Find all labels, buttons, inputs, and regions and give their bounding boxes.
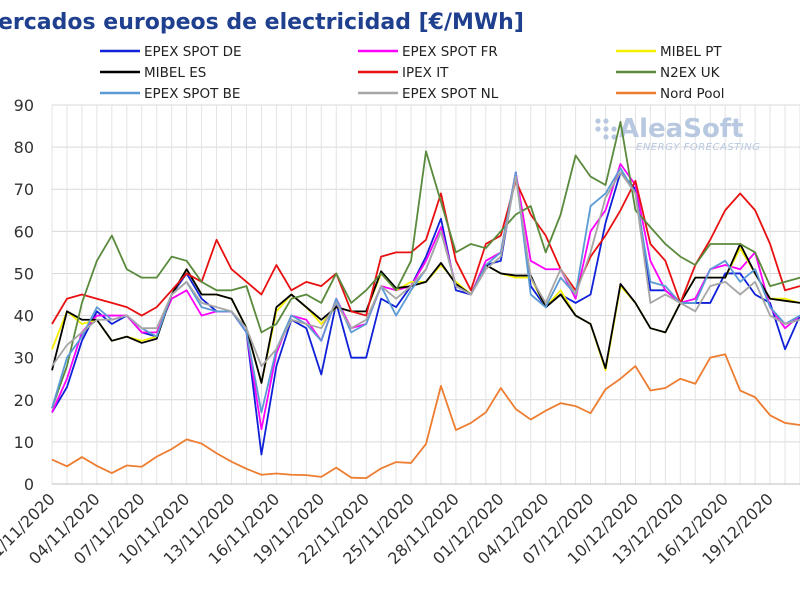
legend-label-epex-spot-nl: EPEX SPOT NL — [402, 86, 499, 102]
series-line-nord-pool — [51, 353, 800, 480]
series-line-ipex-it — [51, 179, 800, 325]
logo-dots-icon — [595, 118, 617, 140]
series-line-n2ex-uk — [51, 120, 800, 409]
y-tick-label: 90 — [14, 96, 34, 115]
y-tick-label: 60 — [14, 222, 34, 241]
series-line-epex-spot-fr — [51, 163, 800, 431]
y-axis-ticks: 0 10 20 30 40 50 60 70 80 90 — [14, 96, 34, 494]
legend-label-epex-spot-de: EPEX SPOT DE — [144, 44, 242, 60]
chart-title: ercados europeos de electricidad [€/MWh] — [0, 10, 524, 35]
legend-label-ipex-it: IPEX IT — [402, 65, 449, 81]
y-tick-label: 30 — [14, 349, 34, 368]
y-tick-label: 70 — [14, 180, 34, 199]
y-tick-label: 40 — [14, 307, 34, 326]
logo-subtext: ENERGY FORECASTING — [636, 142, 760, 153]
y-tick-label: 20 — [14, 391, 34, 410]
series-line-mibel-es — [51, 243, 800, 384]
gridlines — [51, 104, 800, 485]
logo-text: AleaSoft — [619, 114, 744, 144]
y-tick-label: 0 — [24, 475, 34, 494]
legend-label-n2ex-uk: N2EX UK — [660, 65, 721, 81]
y-tick-label: 10 — [14, 433, 34, 452]
y-tick-label: 80 — [14, 138, 34, 157]
series-lines — [51, 120, 800, 480]
y-tick-label: 50 — [14, 264, 34, 283]
legend-label-mibel-pt: MIBEL PT — [660, 44, 722, 60]
legend-label-mibel-es: MIBEL ES — [144, 65, 206, 81]
x-axis-ticks: 01/11/202004/11/202007/11/202010/11/2020… — [0, 489, 777, 568]
chart-legend: EPEX SPOT DE EPEX SPOT FR MIBEL PT MIBEL ES… — [100, 44, 724, 102]
aleasoft-logo: AleaSoft ENERGY FORECASTING — [595, 114, 760, 153]
series-line-epex-spot-nl — [51, 171, 800, 367]
legend-label-nord-pool: Nord Pool — [660, 86, 724, 102]
legend-label-epex-spot-fr: EPEX SPOT FR — [402, 44, 498, 60]
legend-label-epex-spot-be: EPEX SPOT BE — [144, 86, 240, 102]
